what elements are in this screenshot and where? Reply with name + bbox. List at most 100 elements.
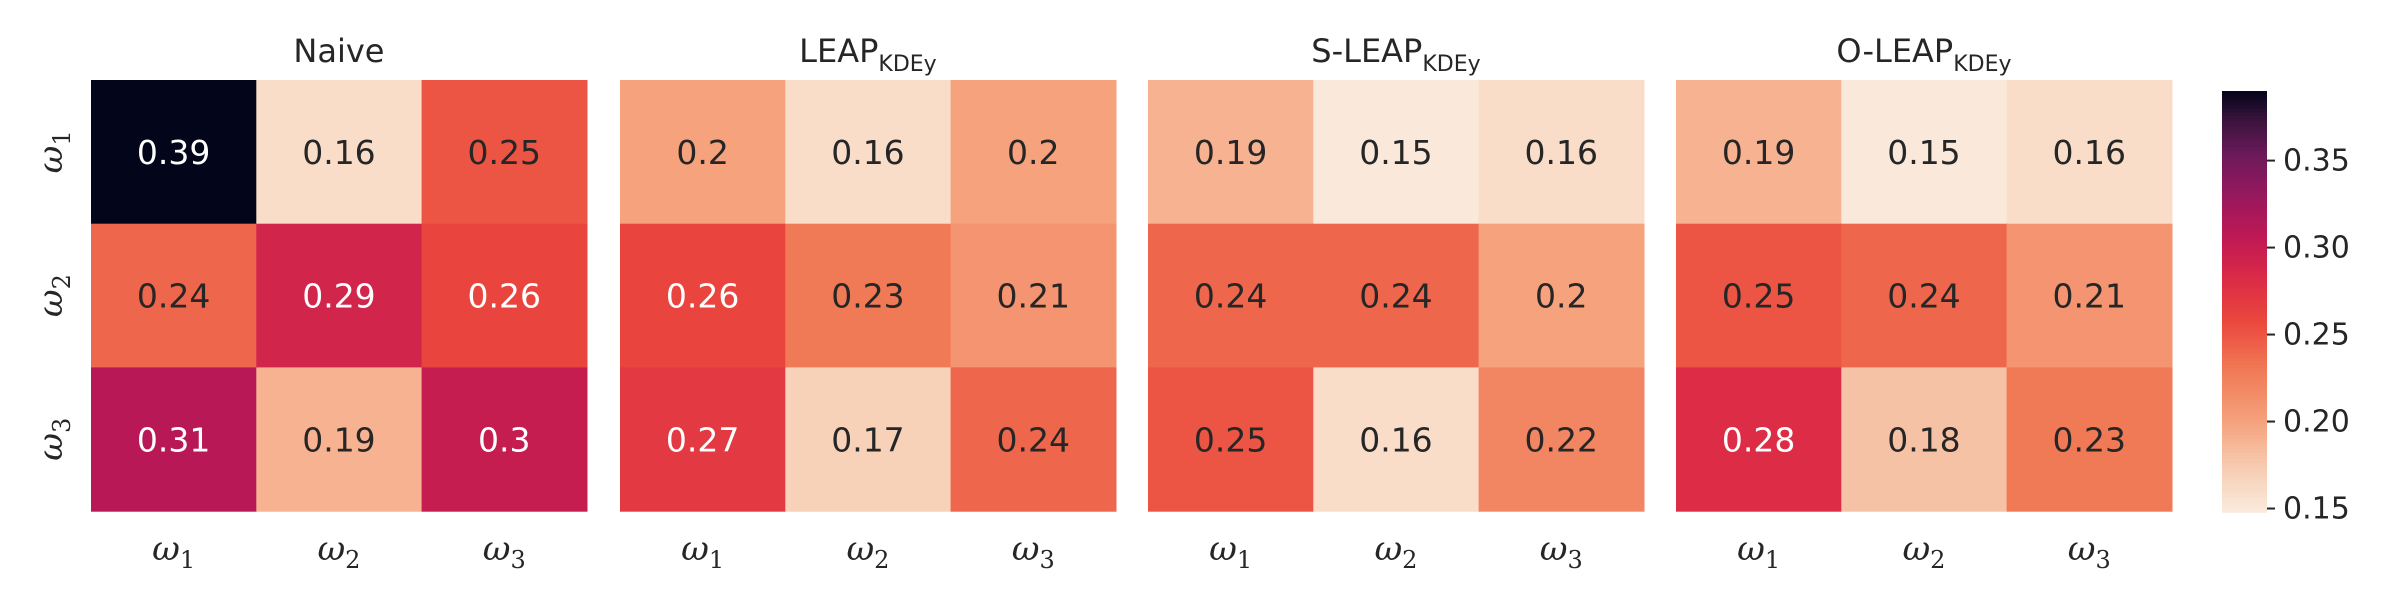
colorbar-segment (2222, 487, 2267, 492)
colorbar-segment (2222, 340, 2267, 345)
x-tick-label: ω1 (681, 529, 724, 574)
heatmap-cell (91, 223, 257, 368)
heatmap-cell (620, 80, 786, 225)
colorbar-segment (2222, 283, 2267, 289)
colorbar-segment (2222, 427, 2267, 433)
colorbar-segment (2222, 308, 2267, 313)
heatmap-cell (421, 223, 588, 368)
heatmap-cell (620, 223, 786, 368)
colorbar-segment (2222, 192, 2267, 198)
colorbar-tick-label: 0.35 (2283, 144, 2350, 179)
heatmap-panel: LEAPKDEy 0.2 0.16 0.2 0.26 0.23 0.21 0.27 0.17 0.… (620, 32, 1117, 574)
colorbar-segment (2222, 315, 2267, 320)
cell-value-label: 0.19 (302, 420, 375, 459)
cell-value-label: 0.28 (1722, 420, 1795, 459)
colorbar-segment (2222, 378, 2267, 383)
cell-value-label: 0.16 (2053, 133, 2126, 172)
x-tick-label: ω3 (1540, 529, 1583, 574)
colorbar-segment (2222, 417, 2267, 422)
colorbar-segment (2222, 122, 2267, 127)
heatmap-panel: Naive 0.39 0.16 0.25 0.24 0.29 0.26 0.31 0.19 0.3… (91, 32, 588, 574)
cell-value-label: 0.16 (1359, 420, 1432, 459)
cell-value-label: 0.24 (1194, 277, 1267, 316)
colorbar-segment (2222, 171, 2267, 176)
heatmap-cell (1676, 223, 1842, 368)
colorbar-segment (2222, 262, 2267, 268)
heatmap-cell (256, 367, 423, 512)
heatmap-cell (421, 80, 588, 225)
colorbar-segment (2222, 269, 2267, 275)
colorbar-segment (2222, 473, 2267, 478)
x-tick-label: ω2 (1902, 529, 1945, 574)
colorbar-segment (2222, 241, 2267, 247)
colorbar-segment (2222, 220, 2267, 226)
colorbar-segment (2222, 147, 2267, 152)
colorbar-segment (2222, 248, 2267, 254)
colorbar-segment (2222, 199, 2267, 205)
cell-value-label: 0.17 (831, 420, 904, 459)
x-tick-label: ω1 (1209, 529, 1252, 574)
cell-value-label: 0.27 (666, 420, 739, 459)
cell-value-label: 0.2 (676, 133, 728, 172)
x-tick-label: ω1 (1737, 529, 1780, 574)
colorbar-segment (2222, 329, 2267, 334)
heatmap-cell (256, 223, 423, 368)
y-tick-label: ω2 (31, 274, 76, 317)
colorbar-segment (2222, 115, 2267, 120)
cell-value-label: 0.23 (831, 277, 904, 316)
colorbar-segment (2222, 434, 2267, 440)
colorbar-segment (2222, 301, 2267, 306)
cell-value-label: 0.26 (468, 277, 541, 316)
colorbar-segment (2222, 297, 2267, 303)
x-tick-label: ω3 (2068, 529, 2111, 574)
colorbar-segment (2222, 441, 2267, 447)
colorbar-segment (2222, 459, 2267, 464)
heatmap-cell (1676, 367, 1842, 512)
colorbar-segment (2222, 445, 2267, 450)
colorbar-segment (2222, 108, 2267, 113)
colorbar-segment (2222, 196, 2267, 201)
colorbar-segment (2222, 178, 2267, 184)
x-tick-label: ω2 (1374, 529, 1417, 574)
cell-value-label: 0.25 (1194, 420, 1267, 459)
colorbar-segment (2222, 157, 2267, 162)
colorbar-segment (2222, 234, 2267, 240)
colorbar-segment (2222, 133, 2267, 138)
heatmap-cell (1478, 367, 1645, 512)
colorbar-segment (2222, 490, 2267, 496)
heatmap-cell (1841, 367, 2008, 512)
colorbar-segment (2222, 448, 2267, 454)
colorbar-segment (2222, 364, 2267, 369)
cell-value-label: 0.2 (1007, 133, 1059, 172)
colorbar-segment (2222, 143, 2267, 148)
colorbar-segment (2222, 150, 2267, 155)
colorbar-segment (2222, 420, 2267, 426)
colorbar-segment (2222, 252, 2267, 257)
cell-value-label: 0.24 (137, 277, 210, 316)
heatmap-cell (785, 80, 952, 225)
heatmap-panel: S-LEAPKDEy 0.19 0.15 0.16 0.24 0.24 0.2 0.25 0.1… (1148, 32, 1645, 574)
cell-value-label: 0.21 (2053, 277, 2126, 316)
colorbar-segment (2222, 333, 2267, 338)
y-tick-label: ω3 (31, 418, 76, 461)
colorbar-tick-label: 0.20 (2283, 405, 2350, 440)
colorbar-segment (2222, 266, 2267, 271)
heatmap-cell (2006, 367, 2173, 512)
y-tick-label: ω1 (31, 130, 76, 173)
colorbar-segment (2222, 350, 2267, 355)
cell-value-label: 0.24 (997, 420, 1070, 459)
heatmap-cell (1313, 80, 1480, 225)
x-tick-label: ω2 (846, 529, 889, 574)
colorbar-segment (2222, 98, 2267, 103)
x-tick-label: ω3 (483, 529, 526, 574)
heatmap-panel: O-LEAPKDEy 0.19 0.15 0.16 0.25 0.24 0.21 0.28 0.… (1676, 32, 2173, 574)
colorbar-segment (2222, 396, 2267, 401)
colorbar-segment (2222, 389, 2267, 394)
colorbar-segment (2222, 168, 2267, 173)
colorbar-segment (2222, 483, 2267, 489)
cell-value-label: 0.19 (1722, 133, 1795, 172)
heatmap-cell (1148, 367, 1314, 512)
colorbar-segment (2222, 424, 2267, 429)
colorbar-segment (2222, 189, 2267, 194)
cell-value-label: 0.23 (2053, 420, 2126, 459)
